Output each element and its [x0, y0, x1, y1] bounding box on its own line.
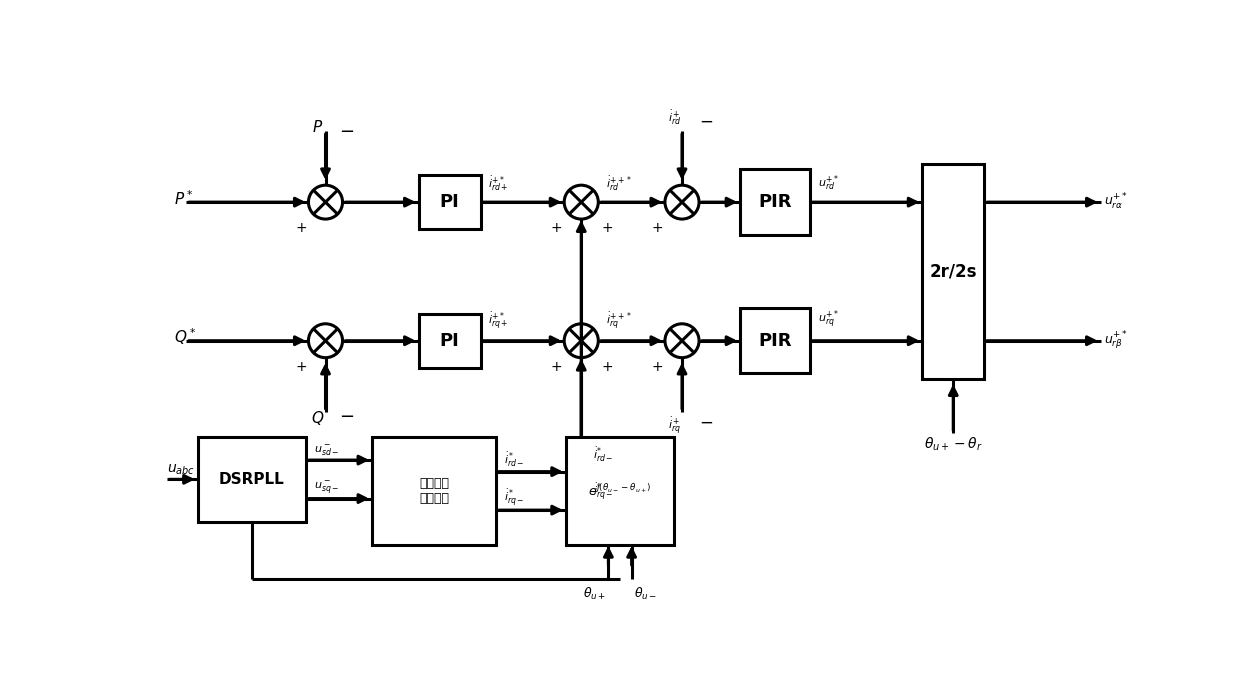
Text: $u^-_{sq-}$: $u^-_{sq-}$: [314, 479, 339, 496]
Text: $-$: $-$: [340, 406, 355, 424]
Text: $-$: $-$: [699, 112, 713, 130]
Text: $\theta_{u-}$: $\theta_{u-}$: [634, 586, 657, 602]
Text: $u^{+*}_{r\alpha}$: $u^{+*}_{r\alpha}$: [1105, 192, 1128, 212]
Text: $+$: $+$: [651, 360, 663, 374]
Bar: [923, 164, 985, 379]
Text: $\dot{i}^*_{rd-}$: $\dot{i}^*_{rd-}$: [503, 451, 525, 469]
Text: $\dot{i}^{++*}_{rq}$: $\dot{i}^{++*}_{rq}$: [606, 311, 632, 332]
Text: $\dot{i}^{+*}_{rd+}$: $\dot{i}^{+*}_{rd+}$: [489, 175, 508, 193]
Bar: [197, 437, 306, 522]
Text: PIR: PIR: [758, 193, 792, 211]
Text: $+$: $+$: [651, 221, 663, 236]
Text: 2r/2s: 2r/2s: [930, 263, 977, 280]
Bar: [419, 313, 481, 368]
Bar: [565, 437, 675, 545]
Text: $P^*$: $P^*$: [175, 189, 193, 208]
Text: $+$: $+$: [600, 360, 613, 374]
Text: $\dot{i}^{*}_{rd-}$: $\dot{i}^{*}_{rd-}$: [593, 445, 614, 464]
Text: $-$: $-$: [340, 121, 355, 139]
Text: $u^{+*}_{r\beta}$: $u^{+*}_{r\beta}$: [1105, 330, 1128, 352]
Text: $\dot{i}^*_{rq-}$: $\dot{i}^*_{rq-}$: [503, 487, 525, 508]
Text: $+$: $+$: [551, 360, 563, 374]
Text: $+$: $+$: [600, 221, 613, 236]
Text: $P$: $P$: [312, 119, 324, 135]
Text: $\dot{i}^+_{rd}$: $\dot{i}^+_{rd}$: [667, 109, 681, 127]
Text: $\dot{i}^{*}_{rq-}$: $\dot{i}^{*}_{rq-}$: [593, 481, 614, 502]
Text: $\theta_{u+}$: $\theta_{u+}$: [583, 586, 606, 602]
Text: 负序电流
指令计算: 负序电流 指令计算: [419, 477, 449, 505]
Text: $u^-_{sd-}$: $u^-_{sd-}$: [314, 443, 339, 458]
Text: PI: PI: [440, 193, 459, 211]
Text: $\dot{i}^{++*}_{rd}$: $\dot{i}^{++*}_{rd}$: [606, 175, 632, 193]
Bar: [419, 175, 481, 229]
Text: $u^{+*}_{rd}$: $u^{+*}_{rd}$: [817, 173, 838, 193]
Text: $u_{abc}$: $u_{abc}$: [166, 462, 195, 477]
Text: $-$: $-$: [699, 413, 713, 431]
Text: $\dot{i}^+_{rq}$: $\dot{i}^+_{rq}$: [667, 416, 681, 436]
Text: $+$: $+$: [295, 221, 306, 236]
Text: DSRPLL: DSRPLL: [219, 472, 285, 487]
Bar: [372, 437, 496, 545]
Text: $+$: $+$: [295, 360, 306, 374]
Text: $u^{+*}_{rq}$: $u^{+*}_{rq}$: [817, 309, 838, 332]
Text: $\theta_{u+} - \theta_r$: $\theta_{u+} - \theta_r$: [924, 436, 983, 454]
Text: $\dot{i}^{+*}_{rq+}$: $\dot{i}^{+*}_{rq+}$: [489, 311, 508, 332]
Text: $Q^*$: $Q^*$: [175, 326, 197, 347]
Text: $+$: $+$: [551, 221, 563, 236]
Bar: [740, 308, 810, 374]
Text: $Q$: $Q$: [311, 409, 325, 427]
Bar: [740, 169, 810, 235]
Text: $e^{j(\theta_{u-}-\theta_{u+})}$: $e^{j(\theta_{u-}-\theta_{u+})}$: [588, 483, 652, 499]
Text: PI: PI: [440, 332, 459, 350]
Text: PIR: PIR: [758, 332, 792, 350]
